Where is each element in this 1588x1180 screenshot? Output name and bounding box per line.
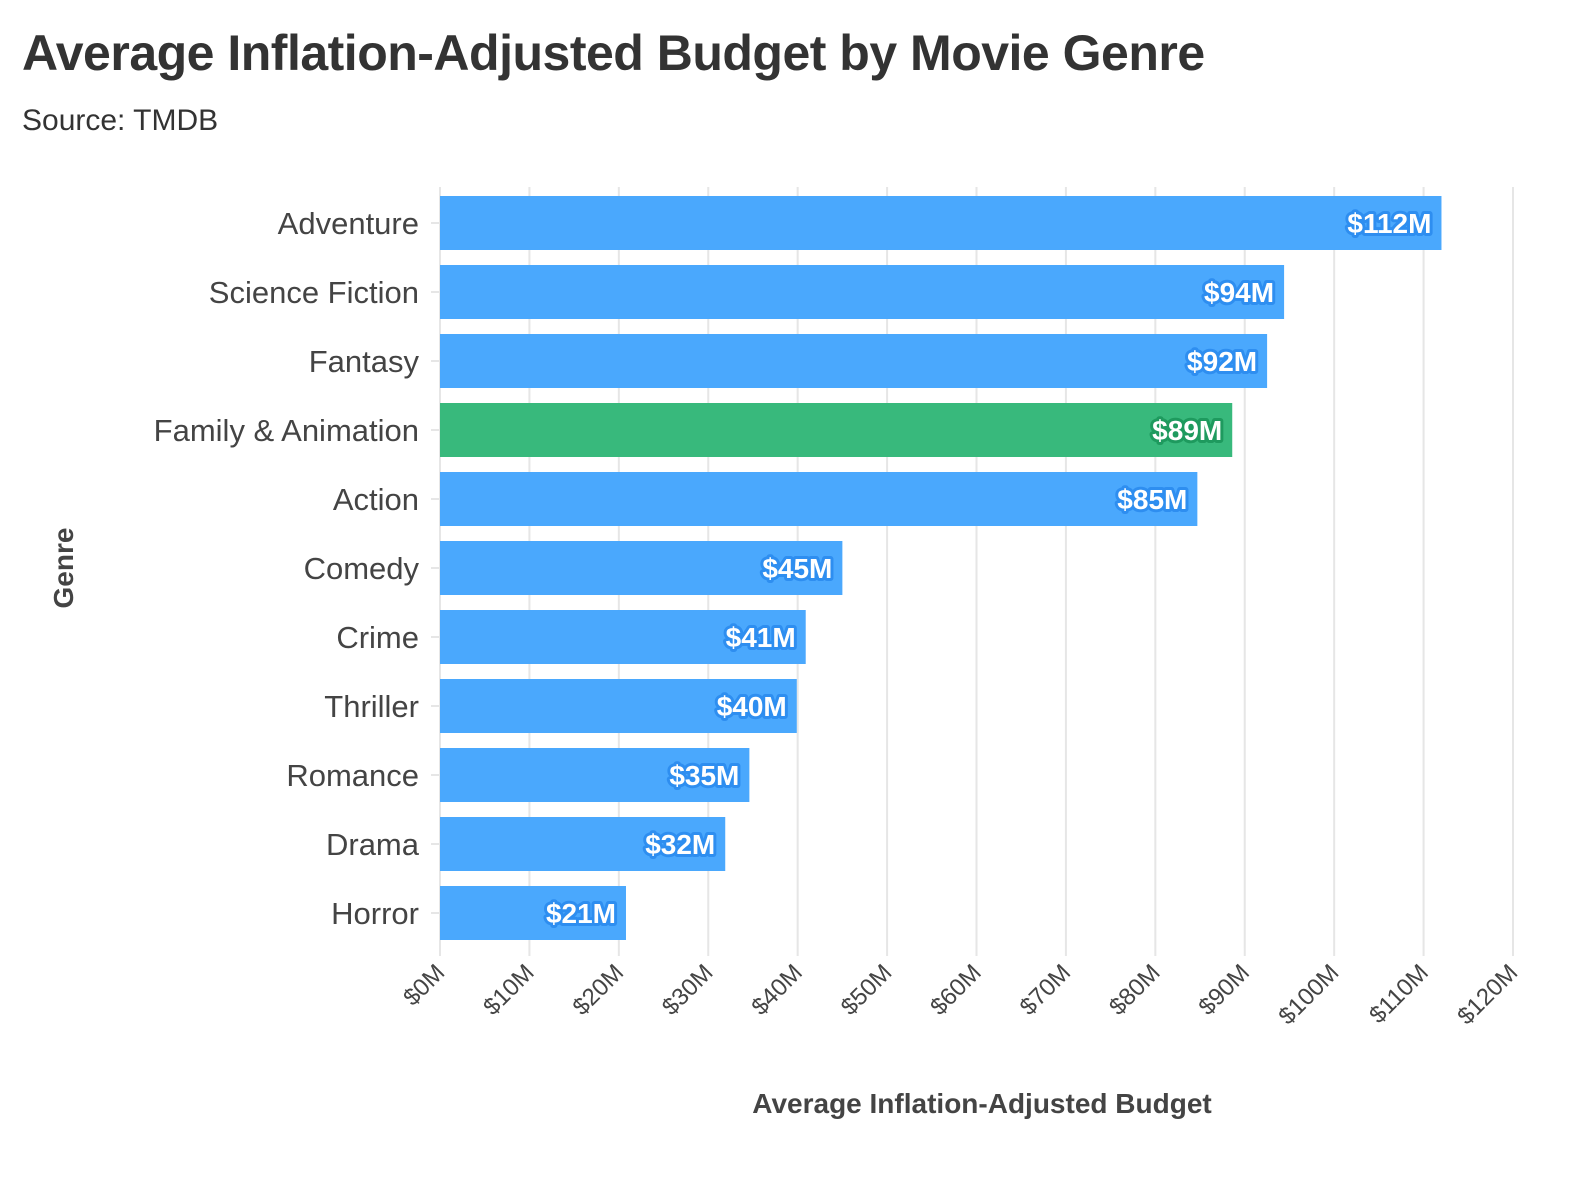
- bar: [440, 817, 726, 871]
- bar-value-label: $32M: [645, 829, 715, 860]
- x-tick-label: $100M: [1273, 959, 1344, 1030]
- bar-value-label: $89M: [1152, 415, 1222, 446]
- x-tick-label: $30M: [657, 959, 719, 1021]
- x-tick-label: $20M: [568, 959, 630, 1021]
- bar-value-label: $94M: [1204, 277, 1274, 308]
- bar-value-label: $45M: [762, 553, 832, 584]
- y-category-label: Science Fiction: [209, 275, 419, 310]
- bar: [440, 472, 1198, 526]
- bar: [440, 265, 1285, 319]
- bar-value-label: $85M: [1117, 484, 1187, 515]
- bar: [440, 886, 626, 940]
- bar-value-label: $41M: [726, 622, 796, 653]
- bar: [440, 679, 797, 733]
- y-category-label: Crime: [336, 620, 419, 655]
- y-category-label: Drama: [326, 827, 420, 862]
- bar: [440, 196, 1442, 250]
- y-category-label: Comedy: [304, 551, 420, 586]
- bars: [440, 196, 1442, 940]
- x-tick-label: $70M: [1015, 959, 1077, 1021]
- bar: [440, 403, 1233, 457]
- x-tick-label: $0M: [398, 959, 450, 1011]
- y-axis-categories: Adventure Science Fiction Fantasy Family & …: [154, 206, 439, 931]
- y-category-label: Fantasy: [309, 344, 420, 379]
- y-category-label: Romance: [286, 758, 419, 793]
- x-axis-title: Average Inflation-Adjusted Budget: [752, 1088, 1211, 1119]
- x-tick-label: $50M: [836, 959, 898, 1021]
- bar-value-label: $40M: [717, 691, 787, 722]
- bar: [440, 334, 1268, 388]
- x-axis-ticks: $0M $10M $20M $30M $40M $50M $60M $70M $80M $90M $…: [398, 948, 1523, 1030]
- y-category-label: Horror: [331, 896, 419, 931]
- y-category-label: Thriller: [324, 689, 419, 724]
- y-category-label: Adventure: [278, 206, 419, 241]
- bar-labels: $112M $94M $92M $89M $85M $45M $41M $40M $35M $32…: [543, 205, 1435, 932]
- y-category-label: Action: [333, 482, 419, 517]
- bar-value-label: $112M: [1347, 208, 1431, 239]
- x-tick-label: $110M: [1364, 959, 1434, 1029]
- bar-value-label: $21M: [546, 898, 616, 929]
- x-tick-label: $60M: [925, 959, 987, 1021]
- x-tick-label: $40M: [746, 959, 808, 1021]
- x-tick-label: $80M: [1104, 959, 1166, 1021]
- bar: [440, 541, 843, 595]
- bar-value-label: $35M: [669, 760, 739, 791]
- bar-value-label: $92M: [1187, 346, 1257, 377]
- chart-title: Average Inflation-Adjusted Budget by Mov…: [22, 25, 1205, 81]
- x-tick-label: $10M: [478, 959, 540, 1021]
- chart-subtitle: Source: TMDB: [22, 104, 219, 137]
- y-category-label: Family & Animation: [154, 413, 419, 448]
- y-axis-title: Genre: [48, 528, 79, 609]
- bar: [440, 748, 750, 802]
- x-tick-label: $90M: [1193, 959, 1255, 1021]
- bar: [440, 610, 806, 664]
- x-tick-label: $120M: [1452, 959, 1523, 1030]
